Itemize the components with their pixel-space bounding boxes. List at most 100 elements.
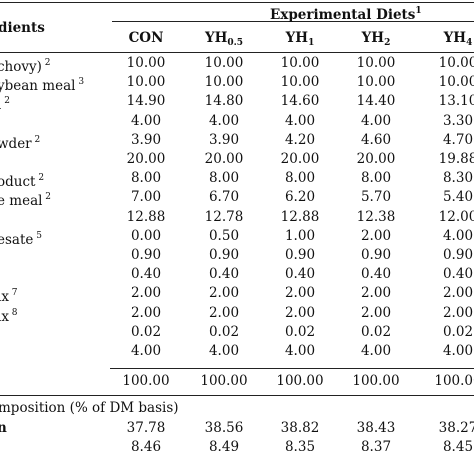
experimental-diets-title-text: Experimental Diets [270, 7, 416, 23]
ingredient-row-cell-10-0: 0.90 [130, 247, 162, 263]
composition-row-cell-1-0: 8.46 [130, 439, 162, 456]
ingredient-row-label-4: wder 2 [0, 132, 40, 152]
ingredient-row-cell-13-4: 2.00 [442, 304, 474, 321]
column-header-base: YH [285, 30, 309, 46]
header-bottom-rule [0, 52, 474, 53]
ingredient-row-cell-6-1: 8.00 [208, 170, 240, 187]
ingredient-row-cell-2-2: 14.60 [280, 93, 320, 110]
column-header-1: YH0.5 [185, 30, 263, 51]
row-label-footnote: 8 [8, 307, 18, 318]
ingredient-row-label-12: ix 7 [0, 285, 18, 305]
column-header-subscript: 0.5 [227, 38, 244, 48]
ingredient-row-cell-6-3: 8.00 [360, 170, 392, 187]
ingredient-row-cell-10-1: 0.90 [208, 247, 240, 263]
ingredient-row-cell-10-4: 0.90 [442, 247, 474, 263]
ingredient-row-label-2: l 2 [0, 93, 10, 113]
ingredient-row-cell-11-1: 0.40 [208, 266, 240, 283]
ingredient-row-cell-13-1: 2.00 [208, 304, 240, 321]
ingredient-row-cell-12-1: 2.00 [208, 285, 240, 302]
row-label-text: l [0, 97, 1, 113]
column-header-base: YH [443, 30, 467, 46]
ingredient-row-cell-5-3: 20.00 [356, 151, 396, 167]
row-label-text: n [0, 420, 7, 436]
ingredient-row-cell-4-4: 4.70 [442, 131, 474, 148]
composition-row-cell-1-2: 8.35 [284, 439, 316, 456]
ingredient-row-cell-7-0: 7.00 [130, 189, 162, 206]
total-row-cell-0-0: 100.00 [122, 373, 170, 389]
ingredient-row-label-7: e meal 2 [0, 189, 51, 209]
ingredient-row-cell-8-1: 12.78 [204, 208, 244, 225]
ingredient-row-cell-0-0: 10.00 [126, 55, 166, 71]
ingredient-row-cell-1-1: 10.00 [204, 74, 244, 91]
ingredient-row-cell-12-2: 2.00 [284, 285, 316, 302]
composition-row-cell-1-1: 8.49 [208, 439, 240, 456]
composition-row-cell-0-0: 37.78 [126, 420, 166, 436]
ingredient-row-cell-4-3: 4.60 [360, 131, 392, 148]
ingredient-row-cell-6-4: 8.30 [442, 170, 474, 187]
ingredient-row-cell-11-2: 0.40 [284, 266, 316, 283]
ingredient-row-cell-1-0: 10.00 [126, 74, 166, 91]
ingredient-row-cell-5-1: 20.00 [204, 151, 244, 167]
total-row-cell-0-1: 100.00 [200, 373, 248, 389]
ingredient-row-label-6: oduct 2 [0, 170, 44, 190]
ingredient-row-cell-0-4: 10.00 [438, 55, 474, 71]
row-label-footnote: 7 [8, 288, 18, 299]
ingredient-row-cell-7-1: 6.70 [208, 189, 240, 206]
row-label-text: ix [0, 289, 9, 306]
ingredient-row-cell-8-2: 12.88 [280, 208, 320, 225]
ingredient-row-cell-14-1: 0.02 [208, 323, 240, 340]
ingredient-row-cell-3-4: 3.30 [442, 112, 474, 129]
ingredient-row-cell-12-0: 2.00 [130, 285, 162, 302]
column-header-0: CON [107, 30, 185, 46]
ingredient-row-cell-7-2: 6.20 [284, 189, 316, 206]
experimental-diets-footnote: 1 [415, 6, 422, 16]
ingredient-row-cell-12-3: 2.00 [360, 285, 392, 302]
ingredient-row-cell-2-4: 13.10 [438, 93, 474, 110]
ingredient-row-cell-8-4: 12.00 [438, 208, 474, 225]
ingredient-row-cell-9-4: 4.00 [442, 227, 474, 244]
ingredients-header: dients [0, 20, 45, 36]
row-label-text: ix [0, 308, 9, 325]
ingredient-row-cell-3-3: 4.00 [360, 112, 392, 129]
ingredient-row-cell-9-3: 2.00 [360, 227, 392, 244]
column-header-3: YH2 [337, 30, 415, 51]
ingredient-row-cell-3-2: 4.00 [284, 112, 316, 129]
ingredient-row-cell-6-0: 8.00 [130, 170, 162, 187]
column-header-base: YH [204, 30, 228, 46]
ingredient-row-cell-14-3: 0.02 [360, 323, 392, 340]
ingredient-row-cell-6-2: 8.00 [284, 170, 316, 187]
ingredient-row-cell-2-0: 14.90 [126, 93, 166, 110]
composition-heading: mposition (% of DM basis) [0, 400, 179, 416]
row-label-footnote: 2 [42, 192, 52, 203]
row-label-footnote: 5 [33, 230, 42, 241]
column-header-4: YH4 [419, 30, 474, 51]
ingredient-row-cell-8-0: 12.88 [126, 208, 166, 225]
ingredient-row-cell-7-4: 5.40 [442, 189, 474, 206]
composition-row-cell-0-2: 38.82 [280, 420, 320, 436]
row-label-text: esate [0, 231, 34, 248]
ingredient-row-cell-4-1: 3.90 [208, 131, 240, 148]
row-label-text: ybean meal [0, 78, 76, 95]
group-underline [112, 21, 474, 22]
ingredient-row-label-0: chovy) 2 [0, 55, 51, 75]
ingredient-row-cell-11-3: 0.40 [360, 266, 392, 283]
column-header-subscript: 1 [308, 38, 315, 48]
ingredient-row-label-13: ix 8 [0, 305, 18, 325]
ingredient-row-cell-4-0: 3.90 [130, 131, 162, 148]
composition-row-label-0: n [0, 420, 7, 436]
row-label-text: wder [0, 135, 32, 152]
ingredient-row-cell-8-3: 12.38 [356, 208, 396, 225]
ingredient-row-cell-3-0: 4.00 [130, 112, 162, 129]
composition-row-cell-1-4: 8.45 [442, 439, 474, 456]
ingredient-row-cell-14-2: 0.02 [284, 323, 316, 340]
ingredient-row-cell-5-4: 19.88 [438, 151, 474, 167]
total-rule [110, 368, 474, 369]
ingredient-row-cell-2-1: 14.80 [204, 93, 244, 110]
ingredient-row-cell-11-0: 0.40 [130, 266, 162, 283]
ingredient-row-cell-15-0: 4.00 [130, 343, 162, 359]
composition-row-cell-0-3: 38.43 [356, 420, 396, 436]
row-label-footnote: 2 [35, 173, 45, 184]
ingredient-row-cell-0-3: 10.00 [356, 55, 396, 71]
ingredient-row-cell-2-3: 14.40 [356, 93, 396, 110]
ingredient-row-cell-1-2: 10.00 [280, 74, 320, 91]
